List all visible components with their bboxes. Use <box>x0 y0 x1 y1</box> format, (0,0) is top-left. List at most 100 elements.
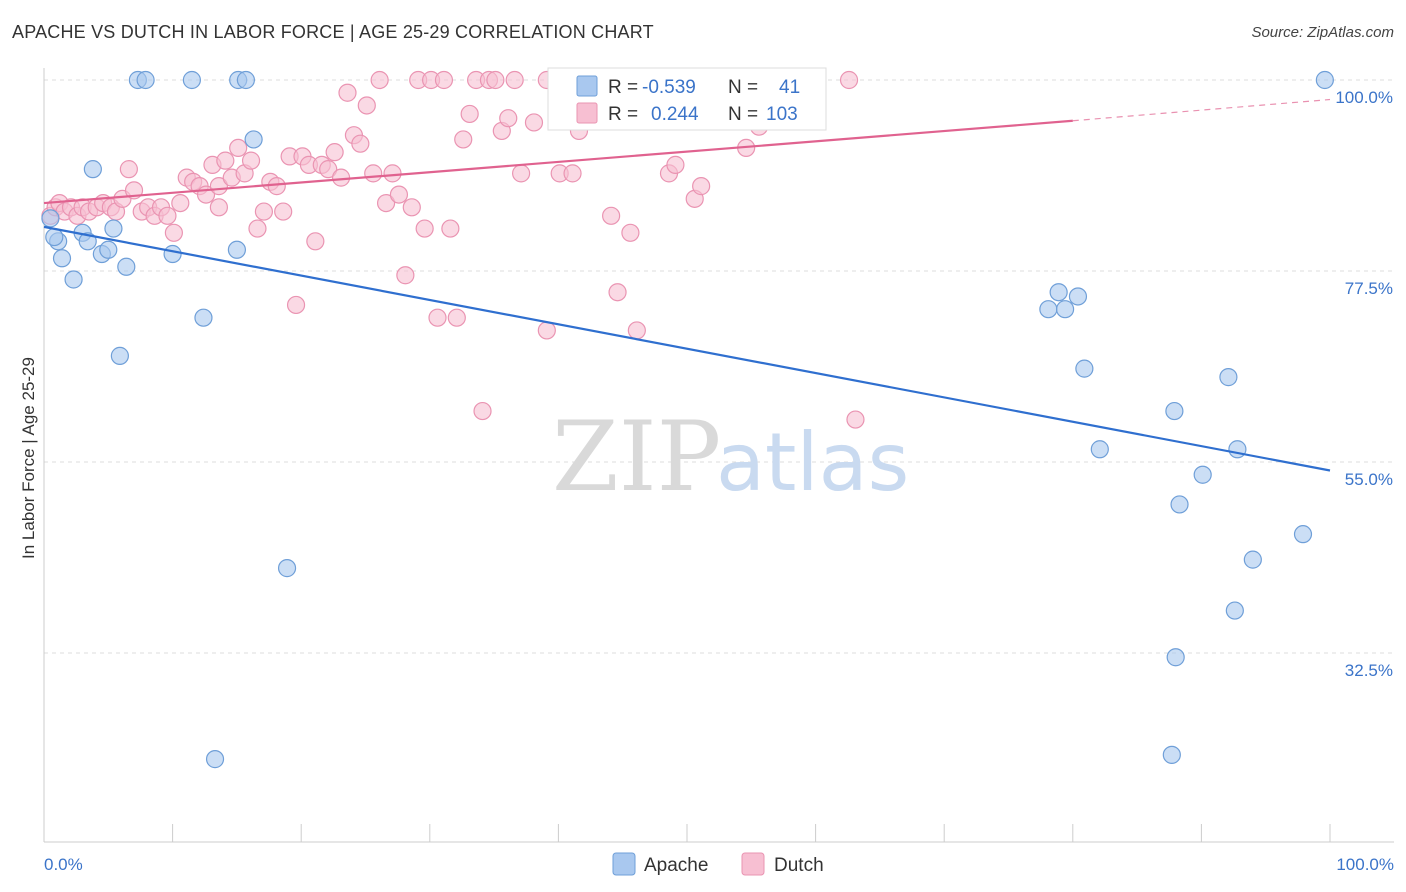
trend-lines <box>43 98 1331 472</box>
legend-dutch-n-label: N = <box>728 104 758 125</box>
legend-apache-n-label: N = <box>728 77 758 98</box>
x-tick-label-max: 100.0% <box>1336 855 1394 874</box>
apache-point-3 <box>64 270 83 289</box>
legend-apache-swatch <box>576 75 598 97</box>
dutch-point-66 <box>460 104 479 124</box>
watermark-zip: ZIP <box>552 401 721 513</box>
dutch-point-102 <box>209 198 228 217</box>
apache-point-9 <box>104 219 123 238</box>
apache-point-20 <box>227 240 246 259</box>
apache-point-28 <box>1090 440 1109 459</box>
dutch-point-13 <box>119 160 138 179</box>
chart-title: APACHE VS DUTCH IN LABOR FORCE | AGE 25-… <box>12 22 654 42</box>
legend-bottom-dutch-label: Dutch <box>774 855 824 876</box>
y-tick-labels: 100.0% 77.5% 55.0% 32.5% <box>1335 88 1393 680</box>
dutch-point-56 <box>396 266 415 285</box>
dutch-point-99 <box>839 70 859 90</box>
dutch-point-42 <box>306 232 325 251</box>
dutch-point-68 <box>473 401 492 421</box>
dutch-point-70 <box>486 70 505 90</box>
apache-point-27 <box>1075 359 1094 378</box>
apache-point-8 <box>99 240 118 259</box>
legend-dutch-r-value: 0.244 <box>651 104 699 125</box>
y-tick-label-3: 32.5% <box>1345 661 1393 680</box>
y-tick-label-2: 55.0% <box>1345 470 1393 489</box>
apache-point-33 <box>1225 601 1244 620</box>
apache-trend-line <box>43 225 1331 472</box>
apache-point-26 <box>1068 287 1088 306</box>
dutch-point-72 <box>499 109 518 128</box>
dutch-point-64 <box>447 308 466 327</box>
dutch-point-21 <box>171 193 190 213</box>
dutch-point-65 <box>454 130 473 149</box>
dutch-point-52 <box>370 70 389 90</box>
apache-point-29 <box>1165 401 1184 421</box>
dutch-point-100 <box>846 410 865 429</box>
dutch-trend-line-extension <box>1072 98 1331 122</box>
apache-point-36 <box>1293 525 1313 544</box>
apache-point-35 <box>1243 550 1262 569</box>
dutch-point-59 <box>415 219 434 238</box>
x-tick-labels: 0.0% 100.0% <box>44 855 1394 874</box>
apache-point-34 <box>1228 440 1247 459</box>
apache-point-0 <box>41 209 60 228</box>
apache-point-31 <box>1193 465 1212 484</box>
apache-point-17 <box>244 130 263 149</box>
dutch-point-86 <box>627 321 646 340</box>
apache-point-32 <box>1219 368 1238 387</box>
apache-point-6 <box>83 160 102 179</box>
dutch-point-73 <box>505 70 524 90</box>
dutch-point-61 <box>428 308 447 327</box>
legend-dutch-n-value: 103 <box>766 104 798 125</box>
watermark-atlas: atlas <box>716 416 909 509</box>
apache-point-21 <box>277 559 297 578</box>
apache-point-13 <box>136 70 155 90</box>
dutch-point-20 <box>164 223 183 242</box>
legend-bottom-apache-label: Apache <box>644 855 708 876</box>
dutch-point-101 <box>537 321 556 340</box>
legend-apache-r-label: R = <box>608 77 638 98</box>
dutch-point-51 <box>364 164 383 183</box>
dutch-point-49 <box>351 134 370 153</box>
y-tick-label-0: 100.0% <box>1335 88 1393 107</box>
apache-point-18 <box>163 244 182 264</box>
apache-point-16 <box>236 70 256 90</box>
dutch-point-92 <box>692 177 711 196</box>
apache-point-22 <box>205 750 225 769</box>
dutch-point-74 <box>512 164 531 183</box>
apache-point-37 <box>1315 70 1334 90</box>
legend-bottom-apache-swatch <box>612 852 636 876</box>
dutch-point-50 <box>357 96 376 115</box>
dutch-point-90 <box>666 155 685 174</box>
y-axis-label: In Labor Force | Age 25-29 <box>19 357 38 559</box>
dutch-point-54 <box>383 164 402 183</box>
dutch-point-84 <box>608 283 627 302</box>
dutch-point-85 <box>621 223 640 242</box>
dutch-point-79 <box>563 164 582 183</box>
apache-point-19 <box>194 308 213 327</box>
apache-point-14 <box>182 70 201 90</box>
apache-point-30 <box>1170 495 1189 514</box>
dutch-point-57 <box>402 198 421 217</box>
legend-dutch-swatch <box>576 102 598 124</box>
chart-source: Source: ZipAtlas.com <box>1251 24 1394 41</box>
dutch-point-19 <box>158 206 177 225</box>
apache-point-2 <box>52 249 72 268</box>
dutch-point-55 <box>389 185 409 204</box>
dutch-point-33 <box>248 219 267 238</box>
dutch-point-62 <box>434 70 454 90</box>
dutch-point-46 <box>331 168 351 187</box>
dutch-point-37 <box>274 202 293 221</box>
dutch-point-75 <box>524 113 544 132</box>
apache-point-11 <box>110 346 129 365</box>
apache-point-40 <box>45 227 64 247</box>
watermark: ZIP atlas <box>552 401 909 513</box>
legend-series: Apache Dutch <box>612 852 824 876</box>
dutch-point-63 <box>441 219 460 238</box>
dutch-point-47 <box>338 83 357 102</box>
dutch-point-39 <box>286 295 306 315</box>
dutch-point-36 <box>267 177 286 196</box>
dutch-point-34 <box>254 202 274 221</box>
axes <box>43 68 1394 843</box>
legend-dutch-r-label: R = <box>608 104 638 125</box>
